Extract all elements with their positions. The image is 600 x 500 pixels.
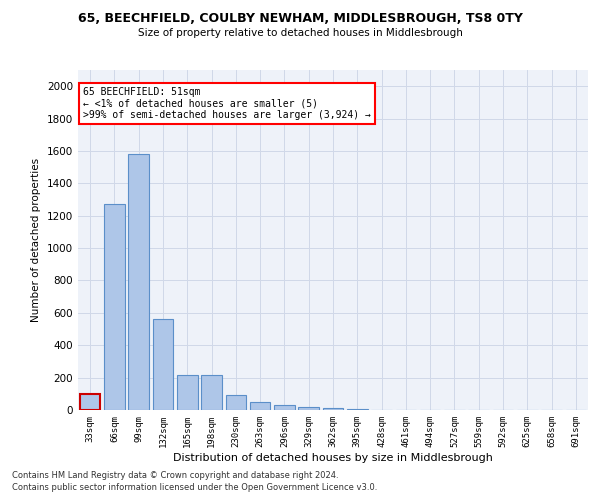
Bar	[298, 407, 319, 410]
Bar	[323, 408, 343, 410]
Bar	[201, 375, 222, 410]
Text: Contains public sector information licensed under the Open Government Licence v3: Contains public sector information licen…	[12, 484, 377, 492]
Text: Size of property relative to detached houses in Middlesbrough: Size of property relative to detached ho…	[137, 28, 463, 38]
Text: 65 BEECHFIELD: 51sqm
← <1% of detached houses are smaller (5)
>99% of semi-detac: 65 BEECHFIELD: 51sqm ← <1% of detached h…	[83, 87, 371, 120]
Bar	[177, 375, 197, 410]
X-axis label: Distribution of detached houses by size in Middlesbrough: Distribution of detached houses by size …	[173, 452, 493, 462]
Bar	[250, 402, 271, 410]
Bar	[128, 154, 149, 410]
Bar	[274, 405, 295, 410]
Bar	[226, 394, 246, 410]
Y-axis label: Number of detached properties: Number of detached properties	[31, 158, 41, 322]
Text: 65, BEECHFIELD, COULBY NEWHAM, MIDDLESBROUGH, TS8 0TY: 65, BEECHFIELD, COULBY NEWHAM, MIDDLESBR…	[77, 12, 523, 26]
Bar	[104, 204, 125, 410]
Text: Contains HM Land Registry data © Crown copyright and database right 2024.: Contains HM Land Registry data © Crown c…	[12, 471, 338, 480]
Bar	[80, 394, 100, 410]
Bar	[347, 409, 368, 410]
Bar	[152, 320, 173, 410]
